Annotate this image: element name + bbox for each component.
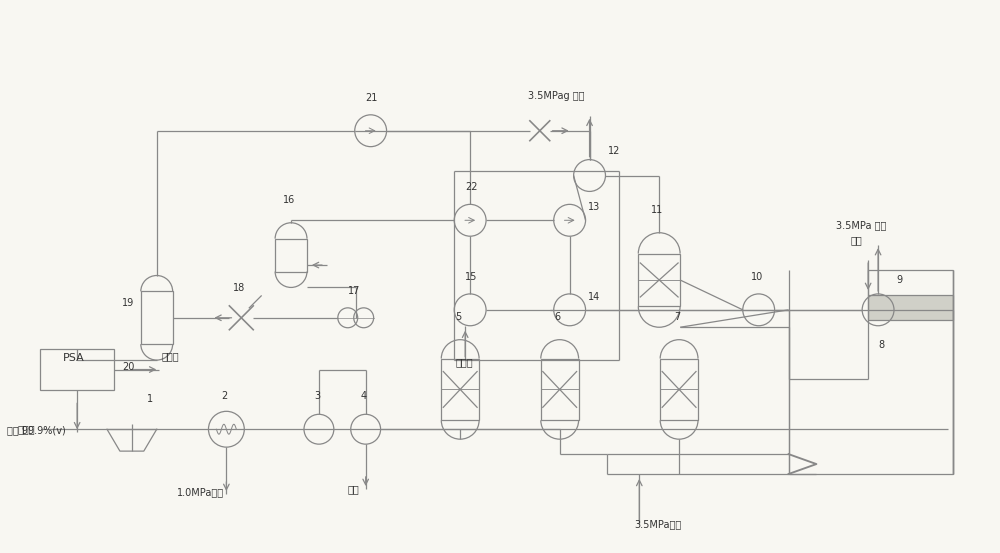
- Text: 6: 6: [555, 312, 561, 322]
- Text: 1: 1: [147, 394, 153, 404]
- Text: 氢气 99.9%(v): 氢气 99.9%(v): [7, 425, 66, 435]
- Text: 3.5MPa 蒸汽: 3.5MPa 蒸汽: [836, 220, 887, 230]
- Text: 16: 16: [283, 195, 295, 205]
- Text: 15: 15: [465, 272, 478, 282]
- Text: 17: 17: [348, 286, 360, 296]
- Text: 3.5MPag 蒸汽: 3.5MPag 蒸汽: [528, 91, 584, 101]
- Text: 8: 8: [878, 340, 884, 349]
- Bar: [275, 239, 307, 272]
- Text: 9: 9: [896, 275, 902, 285]
- Text: 烟气: 烟气: [348, 484, 360, 494]
- Text: 11: 11: [651, 205, 663, 215]
- Text: 天然气: 天然气: [17, 424, 35, 434]
- Bar: [441, 358, 479, 420]
- Text: 22: 22: [465, 182, 478, 192]
- Text: 19: 19: [122, 298, 134, 308]
- Text: 1.0MPa蒸汽: 1.0MPa蒸汽: [177, 487, 224, 497]
- Text: 13: 13: [588, 202, 600, 212]
- Text: 10: 10: [751, 272, 763, 282]
- Text: 14: 14: [588, 292, 600, 302]
- Text: 4: 4: [361, 392, 367, 401]
- Text: 解吸气: 解吸气: [161, 352, 179, 362]
- Bar: [141, 291, 173, 344]
- Text: PSA: PSA: [63, 353, 85, 363]
- Text: 12: 12: [607, 145, 620, 155]
- Bar: [660, 358, 698, 420]
- Text: 燃料: 燃料: [850, 235, 862, 245]
- Bar: [541, 358, 579, 420]
- Text: 2: 2: [221, 392, 228, 401]
- Text: 18: 18: [233, 283, 246, 293]
- Text: 7: 7: [674, 312, 680, 322]
- Bar: [638, 254, 680, 306]
- Text: 5: 5: [455, 312, 461, 322]
- Bar: [868, 295, 953, 320]
- Text: 21: 21: [366, 93, 378, 103]
- Text: 20: 20: [122, 362, 134, 372]
- Bar: [40, 348, 114, 390]
- Text: 除氧水: 除氧水: [455, 358, 473, 368]
- Text: 3: 3: [314, 392, 320, 401]
- Text: 3.5MPa蒸汽: 3.5MPa蒸汽: [634, 519, 682, 529]
